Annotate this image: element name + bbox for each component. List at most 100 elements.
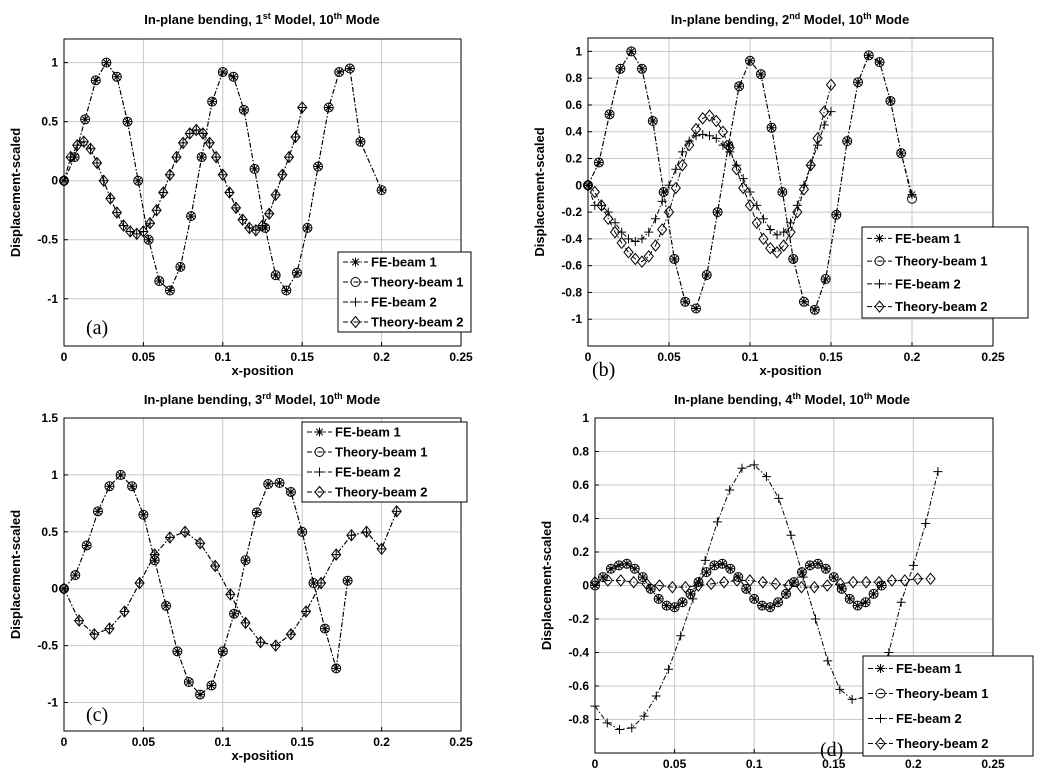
data-point-diamond [210,150,222,164]
data-point-asterisk [239,105,249,115]
data-point-diamond [912,572,923,586]
data-point-plus [301,606,311,616]
data-point-plus [617,227,627,237]
series-theory-beam-1 [59,469,353,700]
legend-entry: Theory-beam 2 [896,736,988,751]
data-point-diamond [255,635,266,649]
data-point-circle [183,677,194,688]
data-point-plus [651,214,661,224]
data-point-diamond [361,525,372,539]
data-point-circle [647,116,658,127]
panel-tag: (c) [86,704,108,726]
data-point-diamond [177,136,189,150]
data-point-asterisk [702,270,712,280]
x-tick-label: 0.25 [981,350,1005,364]
data-point-plus [211,152,221,162]
data-point-diamond [643,249,654,263]
data-point-circle [138,509,149,520]
data-point-diamond [73,614,85,627]
x-tick-label: 0.1 [742,350,759,364]
y-tick-label: 1 [51,56,58,70]
legend-entry: FE-beam 1 [335,425,401,440]
data-point-plus [806,160,816,170]
legend-entry: FE-beam 2 [335,465,401,480]
data-point-diamond [171,150,182,164]
data-point-diamond [283,150,295,164]
data-point-circle [677,597,688,608]
data-point-diamond [704,109,715,122]
data-point-asterisk [324,102,334,112]
data-point-circle [741,583,752,594]
y-tick-label: 0 [575,178,582,192]
chart-panel-4: 0 0.05 0.1 0.15 0.2 0.25 -0.8 -0.6 -0.4 -0.2 0 0.2 0… [539,391,1034,772]
data-point-circle [161,600,172,611]
data-point-diamond [602,574,614,587]
y-tick-label: -0.6 [568,679,589,693]
data-point-asterisk [869,589,879,599]
data-point-plus [610,218,620,228]
data-point-plus [810,614,820,624]
legend-marker-plus [875,279,884,289]
y-tick-label: 0 [582,579,589,593]
data-point-plus [644,227,654,237]
x-tick-label: 0 [61,350,68,364]
x-tick-label: 0.2 [904,350,921,364]
y-axis-label: Displacement-scaled [8,510,23,639]
series-line [63,511,398,647]
data-point-circle [274,477,285,488]
data-point-diamond [197,127,209,140]
data-point-circle [319,623,330,634]
series-line [63,107,303,235]
data-point-diamond [331,548,342,561]
data-point-plus [664,664,674,674]
data-point-circle [798,296,809,307]
y-axis-label: Displacement-scaled [532,127,547,256]
data-point-circle [755,69,766,80]
data-point-plus [630,237,640,247]
data-point-plus [826,107,836,117]
data-point-asterisk [615,64,625,74]
data-point-plus [104,624,114,634]
data-point-diamond [158,186,169,199]
title-superscript: th [864,391,873,401]
data-point-diamond [628,575,639,589]
data-point-circle [376,185,387,196]
data-point-plus [921,519,931,529]
y-tick-label: 0.5 [41,115,58,129]
data-point-circle [133,175,144,186]
legend-entry: Theory-beam 2 [371,315,463,330]
axes-frame [63,417,462,732]
data-point-plus [786,530,796,540]
data-point-plus [152,205,162,215]
data-point-plus [651,691,661,701]
data-point-diamond [204,136,215,150]
data-point-asterisk [281,286,291,296]
data-point-plus [218,170,228,180]
data-point-diamond [609,225,621,239]
data-point-circle [615,63,626,74]
data-point-circle [297,526,308,537]
legend-entry: FE-beam 1 [896,661,962,676]
data-point-diamond [636,255,648,268]
data-point-diamond [164,168,176,182]
y-tick-label: 0 [51,174,58,188]
series-theory-beam-1 [59,57,387,296]
panel-tag: (b) [592,359,615,381]
x-tick-label: 0.15 [819,350,843,364]
y-tick-label: 0.5 [41,525,58,539]
data-point-plus [99,176,109,186]
data-point-circle [604,109,615,120]
title-superscript: th [334,391,343,401]
data-point-asterisk [271,270,281,280]
data-point-circle [597,572,608,583]
title-superscript: th [334,11,343,21]
data-point-plus [677,147,687,157]
data-point-diamond [805,158,816,172]
data-point-diamond [191,123,202,137]
data-point-asterisk [154,276,164,286]
data-point-plus [813,140,823,150]
data-point-circle [323,102,334,113]
data-point-asterisk [821,274,831,284]
legend-marker-diamond [314,485,325,499]
data-point-diamond [376,542,387,556]
